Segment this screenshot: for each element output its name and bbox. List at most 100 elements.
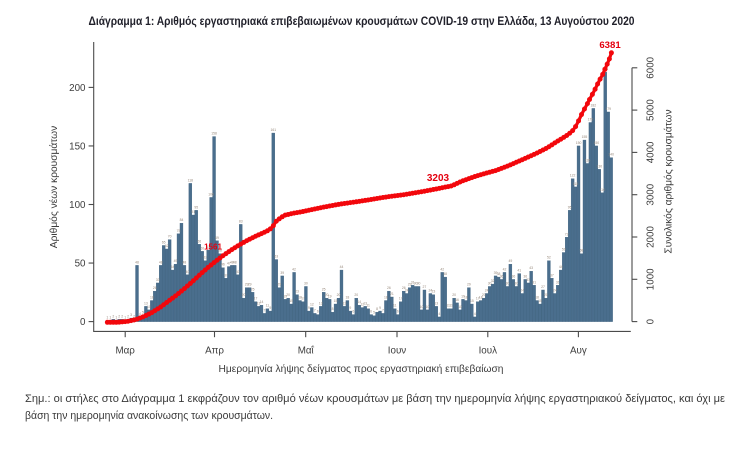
svg-text:170: 170 [588, 118, 594, 122]
svg-text:44: 44 [340, 265, 344, 269]
svg-text:17: 17 [399, 297, 403, 301]
svg-text:6: 6 [397, 310, 399, 314]
svg-text:29: 29 [467, 283, 471, 287]
svg-text:8: 8 [376, 307, 378, 311]
svg-text:5000: 5000 [645, 99, 656, 121]
svg-text:49: 49 [508, 259, 512, 263]
svg-text:13: 13 [363, 301, 367, 305]
svg-text:66: 66 [197, 239, 201, 243]
svg-text:135: 135 [585, 158, 591, 162]
svg-text:13: 13 [343, 301, 347, 305]
svg-text:9: 9 [308, 306, 310, 310]
svg-text:53: 53 [274, 255, 278, 259]
svg-text:11: 11 [266, 304, 270, 308]
svg-text:11: 11 [449, 304, 453, 308]
svg-text:62: 62 [165, 244, 169, 248]
svg-text:10: 10 [426, 305, 430, 309]
svg-text:44: 44 [171, 265, 175, 269]
svg-text:24: 24 [553, 288, 557, 292]
svg-text:Αριθμός νέων κρουσμάτων: Αριθμός νέων κρουσμάτων [48, 126, 60, 248]
svg-text:30: 30 [417, 281, 421, 285]
svg-text:33: 33 [156, 278, 160, 282]
svg-text:2: 2 [112, 314, 114, 318]
svg-text:20: 20 [242, 293, 246, 297]
svg-text:6: 6 [370, 310, 372, 314]
svg-text:Ιουν: Ιουν [388, 346, 407, 357]
svg-text:2000: 2000 [645, 226, 656, 248]
svg-text:4000: 4000 [645, 141, 656, 163]
svg-text:12: 12 [360, 303, 364, 307]
svg-text:10: 10 [147, 305, 151, 309]
svg-text:7: 7 [314, 308, 316, 312]
svg-text:11: 11 [366, 304, 370, 308]
svg-text:30: 30 [304, 281, 308, 285]
svg-text:179: 179 [605, 107, 611, 111]
svg-text:30: 30 [414, 281, 418, 285]
svg-text:17: 17 [254, 297, 258, 301]
svg-text:140: 140 [608, 153, 614, 157]
svg-text:9: 9 [269, 306, 271, 310]
svg-text:31: 31 [556, 280, 560, 284]
svg-text:24: 24 [485, 288, 489, 292]
svg-text:42: 42 [503, 267, 507, 271]
svg-text:61: 61 [206, 245, 210, 249]
svg-text:48: 48 [159, 260, 163, 264]
svg-text:30: 30 [514, 281, 518, 285]
svg-text:48: 48 [233, 260, 237, 264]
svg-text:2: 2 [127, 314, 129, 318]
svg-text:17: 17 [476, 297, 480, 301]
svg-text:Ημερομηνία λήψης δείγματος προ: Ημερομηνία λήψης δείγματος προς εργαστηρ… [219, 364, 504, 375]
svg-text:25: 25 [251, 287, 255, 291]
svg-text:26: 26 [387, 286, 391, 290]
svg-text:100: 100 [69, 200, 86, 211]
svg-text:44: 44 [559, 265, 563, 269]
svg-text:150: 150 [576, 141, 582, 145]
svg-text:Σημ.: οι στήλες στο Διάγραμμα: Σημ.: οι στήλες στο Διάγραμμα 1 εκφράζου… [25, 393, 725, 405]
svg-text:13: 13 [319, 301, 323, 305]
svg-text:5: 5 [142, 311, 144, 315]
svg-text:0: 0 [645, 318, 656, 324]
svg-text:5: 5 [373, 311, 375, 315]
svg-text:15: 15 [470, 299, 474, 303]
svg-text:150: 150 [69, 141, 86, 152]
svg-text:Αυγ: Αυγ [570, 346, 587, 357]
svg-text:24: 24 [520, 288, 524, 292]
svg-text:95: 95 [194, 205, 198, 209]
svg-text:17: 17 [301, 297, 305, 301]
svg-text:47: 47 [227, 262, 231, 266]
svg-text:19: 19 [328, 294, 332, 298]
svg-text:31: 31 [532, 280, 536, 284]
svg-text:48: 48 [135, 260, 139, 264]
svg-text:4: 4 [139, 312, 141, 316]
svg-text:15: 15 [538, 299, 542, 303]
svg-text:20: 20 [286, 293, 290, 297]
svg-text:1: 1 [124, 315, 126, 319]
svg-text:155: 155 [582, 135, 588, 139]
svg-text:70: 70 [168, 235, 172, 239]
svg-text:95: 95 [568, 205, 572, 209]
svg-text:58: 58 [580, 249, 584, 253]
svg-text:24: 24 [405, 288, 409, 292]
svg-text:39: 39 [280, 271, 284, 275]
svg-text:52: 52 [547, 256, 551, 260]
svg-text:29: 29 [248, 283, 252, 287]
svg-text:37: 37 [224, 273, 228, 277]
svg-text:150: 150 [593, 141, 599, 145]
svg-text:42: 42 [440, 267, 444, 271]
svg-text:19: 19 [283, 294, 287, 298]
svg-text:Μαρ: Μαρ [115, 346, 135, 357]
svg-text:26: 26 [402, 286, 406, 290]
svg-text:2: 2 [133, 314, 135, 318]
svg-text:122: 122 [570, 174, 576, 178]
svg-text:48: 48 [230, 260, 234, 264]
svg-text:6: 6 [352, 310, 354, 314]
svg-text:20: 20 [452, 293, 456, 297]
svg-text:33: 33 [526, 278, 530, 282]
svg-text:1561: 1561 [204, 242, 222, 251]
svg-text:1: 1 [109, 315, 111, 319]
svg-text:18: 18 [384, 296, 388, 300]
svg-text:36: 36 [511, 274, 515, 278]
svg-text:18: 18 [464, 296, 468, 300]
svg-text:200: 200 [69, 83, 86, 94]
svg-text:11: 11 [393, 304, 397, 308]
